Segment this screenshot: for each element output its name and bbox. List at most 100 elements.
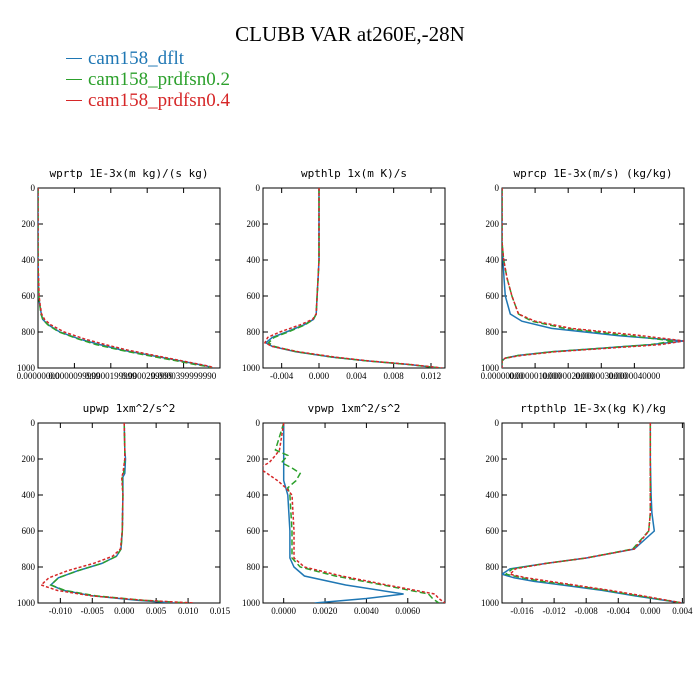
legend-label-dflt: cam158_dflt	[88, 48, 185, 69]
panel-frame-5	[262, 422, 446, 604]
ytick-label-4-2: 400	[22, 490, 36, 500]
xtick-label-4-3: 0.005	[146, 606, 167, 616]
legend-item-prdfsn04: cam158_prdfsn0.4	[66, 90, 230, 112]
ytick-label-2-4: 800	[247, 327, 261, 337]
ytick-label-6-5: 1000	[481, 598, 500, 608]
series-line-4-cam158_prdfsn0.2	[49, 423, 189, 603]
panel-frame-6	[501, 422, 685, 604]
xtick-label-4-2: 0.000	[114, 606, 135, 616]
xtick-label-1-4: 0.0000399999990	[151, 371, 217, 381]
panel-frame-3	[501, 187, 685, 369]
ytick-label-4-4: 800	[22, 562, 36, 572]
ytick-label-3-4: 800	[486, 327, 500, 337]
ytick-label-2-5: 1000	[242, 363, 261, 373]
xtick-label-5-0: 0.0000	[271, 606, 296, 616]
ytick-label-1-4: 800	[22, 327, 36, 337]
panel-title-1: wprtp 1E-3x(m kg)/(s kg)	[50, 167, 209, 180]
panel-title-2: wpthlp 1x(m K)/s	[301, 167, 407, 180]
ytick-label-5-0: 0	[256, 418, 261, 428]
series-line-6-cam158_prdfsn0.2	[504, 423, 683, 603]
xtick-label-4-1: -0.005	[81, 606, 105, 616]
series-line-5-cam158_prdfsn0.2	[274, 423, 440, 603]
xtick-label-2-0: -0.004	[270, 371, 294, 381]
ytick-label-5-1: 200	[247, 454, 261, 464]
ytick-label-1-1: 200	[22, 219, 36, 229]
panel-frame-4	[37, 422, 221, 604]
panel-title-6: rtpthlp 1E-3x(kg K)/kg	[520, 402, 666, 415]
panel-title-5: vpwp 1xm^2/s^2	[308, 402, 401, 415]
ytick-label-3-2: 400	[486, 255, 500, 265]
series-line-3-cam158_prdfsn0.4	[502, 188, 684, 368]
ytick-label-6-3: 600	[486, 526, 500, 536]
xtick-label-5-2: 0.0040	[354, 606, 379, 616]
legend-line-dflt	[66, 58, 82, 60]
xtick-label-4-4: 0.010	[178, 606, 199, 616]
ytick-label-2-1: 200	[247, 219, 261, 229]
ytick-label-5-2: 400	[247, 490, 261, 500]
xtick-label-3-1: 0.0000010000	[509, 371, 561, 381]
ytick-label-5-4: 800	[247, 562, 261, 572]
series-line-1-cam158_dflt	[38, 188, 213, 368]
series-line-4-cam158_dflt	[49, 423, 176, 603]
figure-title: CLUBB VAR at260E,-28N	[235, 22, 465, 46]
ytick-label-1-0: 0	[31, 183, 36, 193]
xtick-label-6-4: 0.000	[640, 606, 661, 616]
xtick-label-6-3: -0.004	[607, 606, 631, 616]
ytick-label-5-5: 1000	[242, 598, 261, 608]
xtick-label-1-0: 0.00000000	[17, 371, 60, 381]
xtick-label-1-1: 0.0000099999	[49, 371, 101, 381]
xtick-label-5-3: 0.0060	[395, 606, 420, 616]
series-line-1-cam158_prdfsn0.2	[38, 188, 213, 368]
series-line-6-cam158_prdfsn0.4	[508, 423, 683, 603]
series-line-3-cam158_prdfsn0.2	[502, 188, 675, 368]
ytick-label-1-2: 400	[22, 255, 36, 265]
xtick-label-6-1: -0.012	[542, 606, 565, 616]
ytick-label-6-2: 400	[486, 490, 500, 500]
xtick-label-2-4: 0.012	[421, 371, 441, 381]
ytick-label-1-3: 600	[22, 291, 36, 301]
legend-label-prdfsn02: cam158_prdfsn0.2	[88, 69, 230, 90]
xtick-label-3-3: 0.0000030000	[575, 371, 627, 381]
ytick-label-3-5: 1000	[481, 363, 500, 373]
panel-frame-2	[262, 187, 446, 369]
legend-label-prdfsn04: cam158_prdfsn0.4	[88, 90, 230, 111]
series-line-3-cam158_dflt	[502, 188, 684, 368]
xtick-label-3-2: 0.0000020000	[542, 371, 594, 381]
xtick-label-1-3: 0.0000299999	[121, 371, 173, 381]
xtick-label-2-2: 0.004	[346, 371, 367, 381]
legend-item-dflt: cam158_dflt	[66, 48, 184, 70]
xtick-label-6-0: -0.016	[510, 606, 534, 616]
xtick-label-2-3: 0.008	[384, 371, 405, 381]
xtick-label-3-4: 0.0000040000	[608, 371, 660, 381]
series-line-2-cam158_dflt	[264, 188, 441, 368]
ytick-label-3-3: 600	[486, 291, 500, 301]
ytick-label-4-3: 600	[22, 526, 36, 536]
ytick-label-2-3: 600	[247, 291, 261, 301]
xtick-label-6-5: 0.004	[672, 606, 693, 616]
ytick-label-4-5: 1000	[17, 598, 36, 608]
panel-frame-1	[37, 187, 221, 369]
xtick-label-1-2: 0.0000199999	[85, 371, 137, 381]
series-line-2-cam158_prdfsn0.4	[263, 188, 443, 368]
legend-line-prdfsn04	[66, 100, 82, 102]
ytick-label-4-0: 0	[31, 418, 36, 428]
ytick-label-2-0: 0	[256, 183, 261, 193]
series-line-4-cam158_prdfsn0.4	[39, 423, 195, 603]
series-line-2-cam158_prdfsn0.2	[267, 188, 441, 368]
ytick-label-6-4: 800	[486, 562, 500, 572]
xtick-label-6-2: -0.008	[575, 606, 599, 616]
ytick-label-3-0: 0	[495, 183, 500, 193]
panel-title-3: wprcp 1E-3x(m/s) (kg/kg)	[514, 167, 673, 180]
ytick-label-6-0: 0	[495, 418, 500, 428]
ytick-label-6-1: 200	[486, 454, 500, 464]
xtick-label-5-1: 0.0020	[313, 606, 338, 616]
series-line-6-cam158_dflt	[502, 423, 683, 603]
ytick-label-1-5: 1000	[17, 363, 36, 373]
xtick-label-2-1: 0.000	[309, 371, 330, 381]
xtick-label-3-0: 0.00000000	[481, 371, 524, 381]
xtick-label-4-5: 0.015	[210, 606, 231, 616]
legend-line-prdfsn02	[66, 79, 82, 81]
legend-item-prdfsn02: cam158_prdfsn0.2	[66, 69, 230, 91]
ytick-label-5-3: 600	[247, 526, 261, 536]
